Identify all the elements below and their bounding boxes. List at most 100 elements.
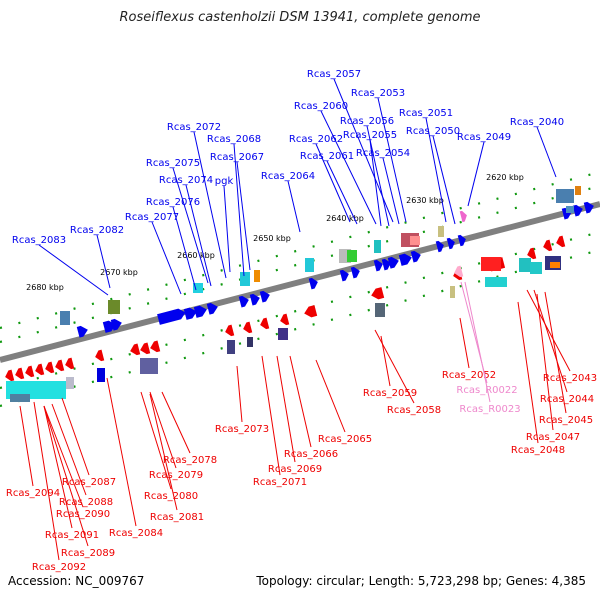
forward-gene-arrow [249, 293, 260, 306]
reverse-gene-label: Rcas_2081 [150, 512, 204, 523]
reverse-gene-label: Rcas_2071 [253, 477, 307, 488]
forward-gene-arrow [259, 290, 270, 303]
reverse-gene-label: Rcas_2080 [144, 491, 198, 502]
leader-line [374, 329, 415, 404]
protein-domain-box [278, 328, 288, 340]
reverse-gene-arrow [556, 235, 566, 248]
forward-gene-label: Rcas_2067 [210, 152, 264, 163]
rna-gene-label: Rcas_R0023 [459, 404, 520, 415]
protein-domain-box [97, 368, 105, 382]
protein-domain-box [66, 377, 74, 389]
protein-domain-box [60, 311, 70, 325]
protein-domain-box [375, 303, 385, 317]
reverse-gene-arrow [225, 324, 235, 337]
forward-gene-label: Rcas_2056 [340, 116, 394, 127]
forward-gene-arrow [583, 201, 594, 214]
forward-gene-label: Rcas_2050 [406, 126, 460, 137]
protein-domain-box [254, 270, 260, 282]
protein-domain-box [347, 250, 357, 262]
reverse-gene-arrow [15, 367, 25, 380]
leader-line [536, 126, 557, 178]
forward-gene-arrow [110, 318, 122, 331]
leader-line [61, 397, 90, 476]
protein-domain-box [305, 258, 314, 272]
forward-gene-label: Rcas_2055 [343, 130, 397, 141]
forward-gene-arrow [572, 204, 583, 217]
leader-line [377, 97, 407, 223]
forward-gene-label: Rcas_2083 [12, 235, 66, 246]
leader-line [51, 403, 87, 496]
reverse-gene-label: Rcas_2094 [6, 488, 60, 499]
forward-gene-label: Rcas_2077 [125, 212, 179, 223]
reverse-gene-label: Rcas_2078 [163, 455, 217, 466]
forward-gene-label: Rcas_2076 [146, 197, 200, 208]
forward-gene-label: Rcas_2051 [399, 108, 453, 119]
leader-line [172, 206, 197, 291]
leader-line [287, 180, 301, 233]
forward-gene-arrow [238, 295, 249, 308]
leader-line [96, 234, 111, 289]
protein-domain-box [247, 337, 253, 347]
forward-gene-arrow [381, 258, 391, 271]
protein-domain-box [566, 206, 574, 213]
leader-line [236, 365, 243, 423]
reverse-gene-arrow [25, 365, 35, 378]
forward-track [0, 170, 600, 330]
forward-gene-label: Rcas_2068 [207, 134, 261, 145]
leader-line [544, 291, 567, 414]
leader-line [464, 281, 491, 403]
reverse-gene-label: Rcas_2079 [149, 470, 203, 481]
reverse-gene-arrow [140, 342, 151, 355]
reverse-gene-label: Rcas_2044 [540, 394, 594, 405]
forward-gene-label: Rcas_2057 [307, 69, 361, 80]
protein-domain-box [374, 240, 381, 253]
leader-line [233, 143, 245, 277]
forward-gene-arrow [457, 234, 466, 247]
leader-line [320, 110, 377, 225]
forward-gene-label: Rcas_2061 [300, 151, 354, 162]
reverse-gene-arrow [527, 247, 537, 260]
leader-line [43, 405, 89, 547]
protein-domain-box [530, 262, 542, 274]
leader-line [536, 293, 554, 431]
protein-domain-box [227, 340, 235, 354]
genome-title: Roseiflexus castenholzii DSM 13941, comp… [119, 10, 481, 25]
scale-tick-label: 2640 kbp [326, 214, 364, 223]
forward-track-2 [0, 184, 600, 344]
protein-domain-box [438, 226, 444, 237]
forward-gene-arrow [339, 269, 349, 282]
reverse-gene-label: Rcas_2069 [268, 464, 322, 475]
forward-gene-label: Rcas_2053 [351, 88, 405, 99]
reverse-gene-arrow [5, 369, 15, 382]
leader-line [425, 117, 447, 223]
forward-gene-arrow [373, 259, 383, 272]
leader-line [526, 289, 571, 372]
genome-backbone [0, 201, 600, 363]
reverse-track [0, 230, 600, 390]
forward-gene-arrow [183, 307, 197, 320]
reverse-gene-label: Rcas_2084 [109, 528, 163, 539]
leader-line [149, 393, 178, 511]
rna-gene-arrow [459, 210, 467, 223]
leader-line [185, 184, 212, 287]
protein-domain-box [108, 300, 120, 314]
protein-domain-box [10, 394, 30, 402]
leader-line [459, 317, 470, 369]
scale-tick-label: 2660 kbp [177, 251, 215, 260]
leader-line [276, 355, 296, 463]
leader-line [151, 221, 182, 295]
leader-line [140, 391, 172, 490]
leader-line [106, 377, 137, 527]
rna-gene-label: Rcas_R0022 [456, 385, 517, 396]
forward-gene-arrow [206, 302, 218, 315]
protein-domain-box [556, 189, 574, 203]
forward-gene-label: Rcas_2040 [510, 117, 564, 128]
forward-gene-label: Rcas_2062 [289, 134, 343, 145]
accession-label: Accession: NC_009767 [8, 574, 145, 588]
forward-gene-arrow [350, 266, 360, 279]
protein-domain-box [410, 236, 420, 245]
leader-line [43, 405, 73, 529]
forward-gene-label: Rcas_2072 [167, 122, 221, 133]
scale-tick-label: 2620 kbp [486, 173, 524, 182]
protein-domain-box [485, 277, 507, 287]
